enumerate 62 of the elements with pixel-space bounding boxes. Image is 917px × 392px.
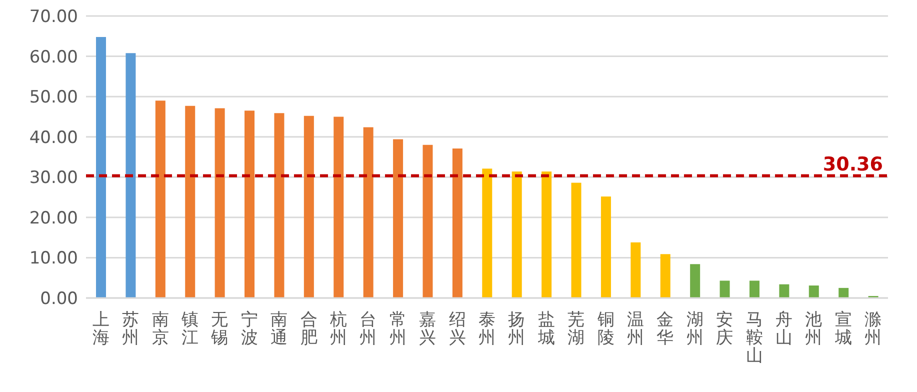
x-tick-label: 苏州 xyxy=(122,310,140,348)
bar xyxy=(422,144,433,298)
y-tick-label: 0.00 xyxy=(40,289,78,310)
x-tick-label: 湖州 xyxy=(686,310,704,348)
bar xyxy=(749,280,760,298)
x-tick-label: 舟山 xyxy=(776,310,793,348)
x-tick-label: 铜陵 xyxy=(596,310,614,348)
bar xyxy=(185,106,196,298)
x-tick-label: 泰州 xyxy=(478,310,496,348)
y-tick-label: 60.00 xyxy=(29,47,78,68)
bar xyxy=(542,172,552,298)
y-tick-label: 10.00 xyxy=(29,248,78,269)
bar xyxy=(720,280,730,298)
bar xyxy=(334,116,344,298)
bar xyxy=(838,288,849,298)
bar xyxy=(214,108,225,298)
bar xyxy=(244,110,255,298)
x-tick-label: 无锡 xyxy=(210,310,228,348)
bar xyxy=(96,36,106,298)
bar xyxy=(393,139,404,298)
x-tick-label: 盐城 xyxy=(536,310,555,348)
x-tick-label: 马鞍山 xyxy=(746,310,763,366)
bar xyxy=(452,148,462,298)
x-tick-label: 温州 xyxy=(627,310,644,348)
bar xyxy=(512,172,522,298)
bar xyxy=(482,168,492,298)
x-tick-label: 宣城 xyxy=(834,310,852,348)
bar xyxy=(630,242,641,298)
bar xyxy=(690,264,700,298)
bar xyxy=(274,113,284,298)
x-tick-label: 上海 xyxy=(92,310,110,348)
y-tick-label: 30.00 xyxy=(29,168,78,188)
x-tick-label: 南通 xyxy=(270,310,288,348)
y-tick-label: 70.00 xyxy=(29,7,78,28)
bar xyxy=(155,100,166,298)
y-tick-label: 40.00 xyxy=(29,128,78,148)
ref-line-label: 30.36 xyxy=(822,154,883,176)
bar xyxy=(304,116,314,298)
x-tick-label: 嘉兴 xyxy=(419,310,436,348)
bar xyxy=(363,127,374,298)
x-tick-label: 绍兴 xyxy=(448,310,466,348)
x-tick-label: 杭州 xyxy=(328,310,347,348)
bar xyxy=(808,286,819,298)
bar xyxy=(126,53,136,298)
x-tick-label: 金华 xyxy=(656,310,674,348)
x-tick-label: 镇江 xyxy=(180,310,198,348)
bar xyxy=(600,196,611,298)
bar xyxy=(660,254,670,298)
x-tick-label: 宁波 xyxy=(240,310,258,348)
x-tick-label: 池州 xyxy=(805,310,822,348)
bar xyxy=(571,182,582,298)
bar xyxy=(779,284,790,298)
x-tick-label: 扬州 xyxy=(508,310,526,348)
x-tick-label: 南京 xyxy=(152,310,169,348)
x-tick-label: 台州 xyxy=(360,310,377,348)
x-tick-label: 合肥 xyxy=(300,310,318,348)
x-tick-label: 安庆 xyxy=(716,310,734,348)
x-tick-label: 滁州 xyxy=(864,310,882,348)
y-tick-label: 20.00 xyxy=(29,208,78,228)
x-tick-label: 常州 xyxy=(389,310,406,348)
y-tick-label: 50.00 xyxy=(29,88,78,108)
x-tick-label: 芜湖 xyxy=(568,310,585,348)
